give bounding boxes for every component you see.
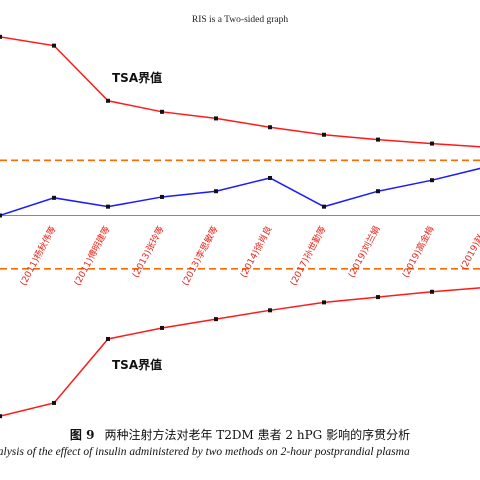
- tsa-lower-line: [0, 287, 480, 417]
- cumulative-z-series: [0, 167, 480, 218]
- tsa-lower-point-9: [430, 289, 434, 294]
- z-curve-point-3: [106, 204, 110, 209]
- x-tick-label-9: (2019)赵…: [458, 224, 480, 272]
- caption-chinese: 图 9 两种注射方法对老年 T2DM 患者 2 hPG 影响的序贯分析: [0, 426, 480, 443]
- tsa-lower-point-2: [52, 400, 56, 405]
- tsa-lower-label: TSA界值: [112, 357, 162, 372]
- tsa-lower-point-7: [322, 300, 326, 305]
- tsa-upper-line: [0, 36, 480, 148]
- x-tick-label-1: (2011)杨秋伟等: [17, 224, 59, 288]
- z-curve-point-9: [430, 178, 434, 183]
- z-curve-point-8: [376, 189, 380, 194]
- tsa-lower-point-8: [376, 295, 380, 300]
- tsa-upper-label: TSA界值: [112, 70, 162, 85]
- tsa-upper-point-2: [52, 43, 56, 48]
- tsa-upper-point-1: [0, 34, 2, 39]
- tsa-upper-point-8: [376, 137, 380, 142]
- x-tick-labels: (2011)杨秋伟等 (2011)傅明建等 (2013)张玲等 (2013)李思敏等 (…: [17, 224, 480, 288]
- x-tick-label-2: (2011)傅明建等: [71, 224, 113, 288]
- x-tick-label-3: (2013)张玲等: [129, 224, 166, 280]
- x-tick-label-4: (2013)李思敏等: [179, 224, 221, 288]
- z-curve-point-2: [52, 195, 56, 200]
- z-curve-point-1: [0, 213, 2, 218]
- tsa-upper-point-9: [430, 141, 434, 146]
- x-tick-label-8: (2019)高金梅: [399, 224, 436, 280]
- caption-chinese-text: 两种注射方法对老年 T2DM 患者 2 hPG 影响的序贯分析: [104, 428, 411, 442]
- chart-title: RIS is a Two-sided graph: [192, 15, 289, 25]
- caption-english: nalysis of the effect of insulin adminis…: [0, 446, 410, 458]
- tsa-lower-point-4: [160, 325, 164, 330]
- tsa-upper-point-4: [160, 109, 164, 114]
- z-curve-line: [0, 167, 480, 217]
- tsa-upper-series: [0, 34, 480, 148]
- tsa-upper-point-3: [106, 98, 110, 103]
- tsa-lower-point-5: [214, 317, 218, 322]
- tsa-lower-point-3: [106, 336, 110, 341]
- x-tick-label-7: (2019)刘兰娟: [345, 224, 382, 280]
- figure-number: 图 9: [69, 428, 95, 442]
- tsa-lower-point-1: [0, 414, 2, 419]
- z-curve-point-5: [214, 189, 218, 194]
- x-tick-label-6: (2017)孙世勤等: [287, 224, 329, 288]
- tsa-upper-point-6: [268, 125, 272, 130]
- boundary-lines: [0, 159, 480, 270]
- tsa-upper-point-5: [214, 116, 218, 121]
- z-curve-point-4: [160, 194, 164, 199]
- tsa-upper-point-7: [322, 132, 326, 137]
- tsa-lower-series: [0, 287, 480, 419]
- z-curve-point-6: [268, 175, 272, 180]
- tsa-lower-point-6: [268, 308, 272, 313]
- x-tick-label-5: (2014)徐肖良: [237, 224, 274, 280]
- z-curve-point-7: [322, 204, 326, 209]
